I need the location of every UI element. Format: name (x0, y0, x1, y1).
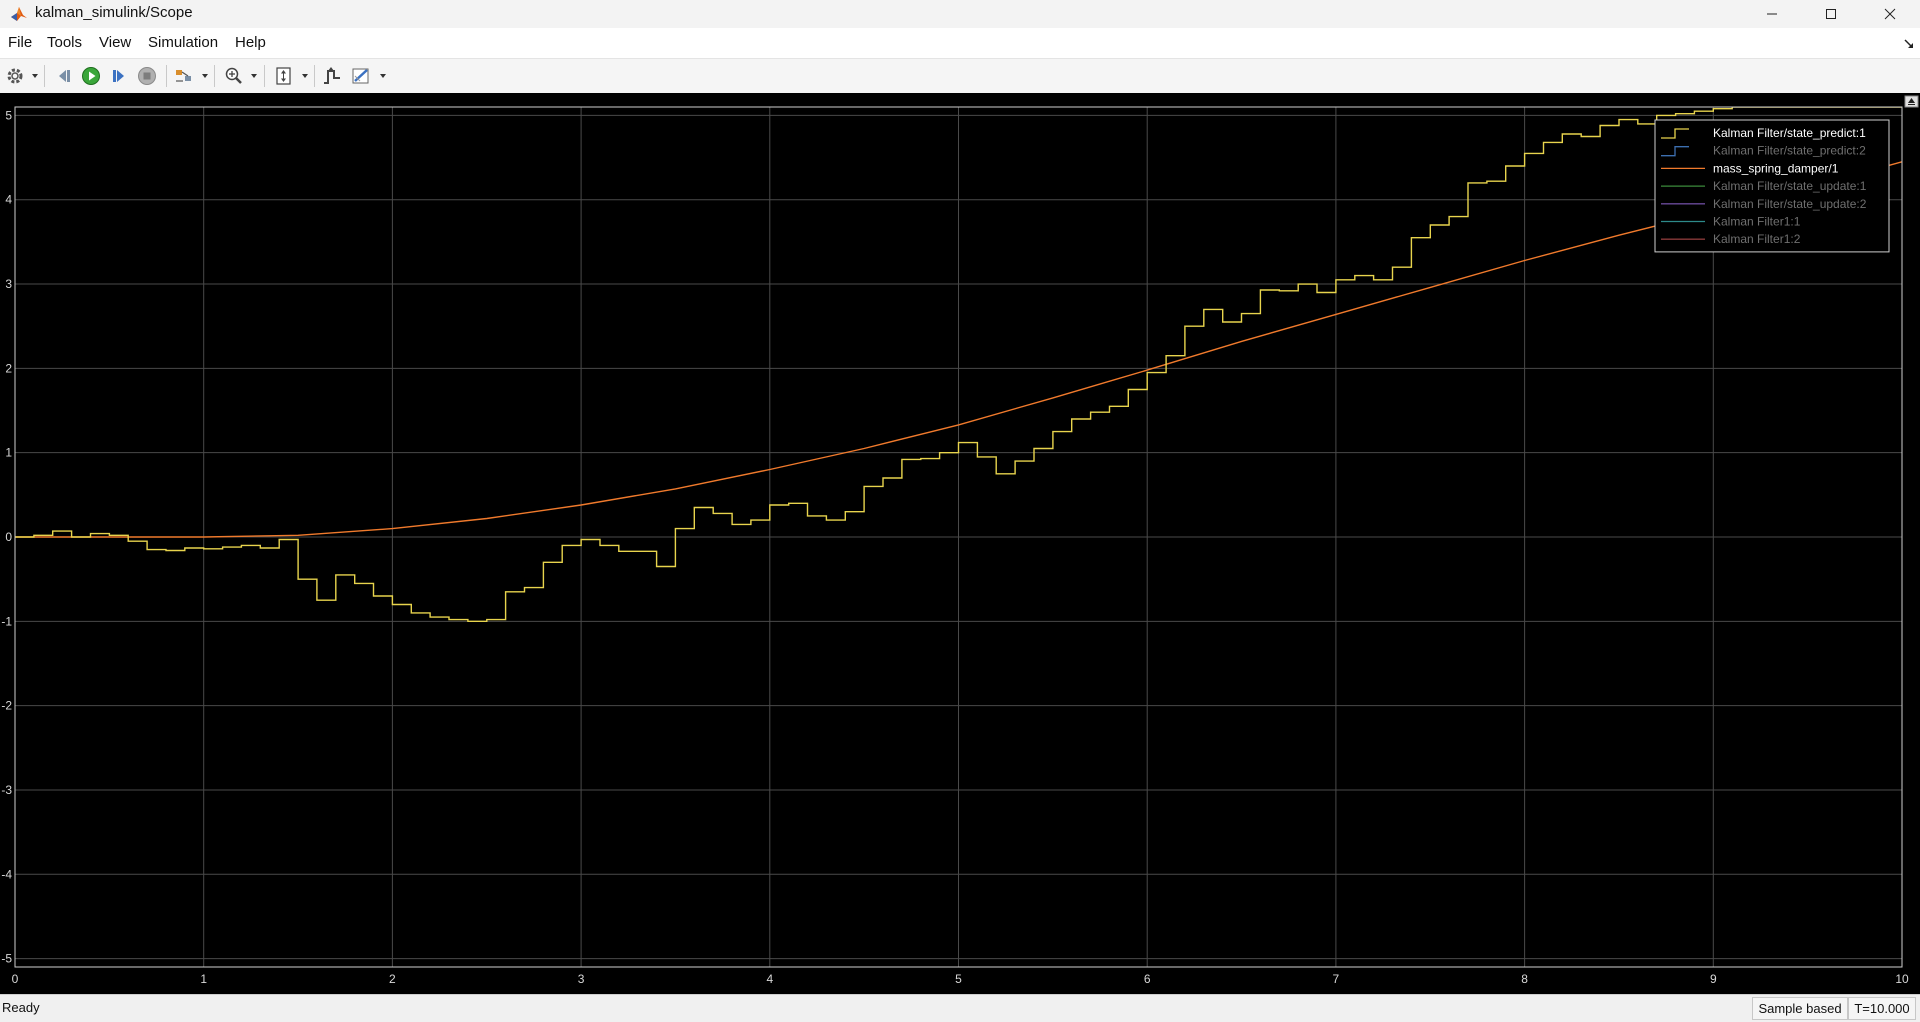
series-line-kalman-filter-state-predict-1 (15, 107, 1902, 622)
x-tick-label: 9 (1710, 972, 1717, 986)
grid (15, 107, 1902, 967)
x-tick-label: 1 (200, 972, 207, 986)
window-title: kalman_simulink/Scope (35, 4, 193, 21)
x-tick-label: 4 (766, 972, 773, 986)
plot-axes-frame (14, 106, 1903, 968)
x-tick-label: 7 (1333, 972, 1340, 986)
menu-tools[interactable]: Tools (47, 34, 83, 51)
y-tick-label: -5 (1, 952, 12, 966)
plot-background (0, 93, 1920, 994)
legend-entry[interactable]: Kalman Filter/state_predict:1 (1713, 126, 1866, 140)
legend-entry[interactable]: Kalman Filter1:1 (1713, 215, 1801, 229)
step-back-icon[interactable] (54, 66, 74, 86)
status-ready-text: Ready (2, 1000, 40, 1015)
series-line-mass-spring-damper-1 (15, 161, 1902, 538)
x-tick-label: 5 (955, 972, 962, 986)
legend-entry[interactable]: Kalman Filter/state_predict:2 (1713, 144, 1866, 158)
close-icon (1884, 8, 1896, 20)
y-tick-label: 3 (5, 277, 12, 291)
menu-bar: File Tools View Simulation Help (0, 28, 1920, 58)
legend-entry[interactable]: Kalman Filter/state_update:1 (1713, 179, 1867, 193)
menu-view[interactable]: View (99, 34, 132, 51)
y-tick-label: 5 (5, 108, 12, 122)
y-tick-label: 2 (5, 361, 12, 375)
legend-entry[interactable]: Kalman Filter/state_update:2 (1713, 197, 1867, 211)
minimize-button[interactable] (1743, 0, 1801, 28)
legend-swatch (1661, 146, 1689, 157)
status-time-box: T=10.000 (1848, 997, 1916, 1020)
toolbar-separator (264, 65, 265, 87)
x-tick-label: 10 (1895, 972, 1909, 986)
highlight-simulink-block-icon[interactable] (174, 66, 194, 86)
expand-axes-button[interactable] (1904, 95, 1919, 108)
zoom-in-icon[interactable] (224, 66, 244, 86)
triggers-icon[interactable] (322, 66, 342, 86)
expand-icon (1908, 98, 1915, 103)
x-tick-label: 3 (578, 972, 585, 986)
toolbar-separator (214, 65, 215, 87)
run-icon[interactable] (81, 66, 101, 86)
x-tick-label: 0 (12, 972, 19, 986)
legend-entry[interactable]: mass_spring_damper/1 (1713, 161, 1839, 175)
y-tick-label: -2 (1, 699, 12, 713)
scale-axes-icon[interactable] (274, 66, 294, 86)
toolbar-separator (44, 65, 45, 87)
menu-file[interactable]: File (8, 34, 33, 51)
step-forward-icon[interactable] (109, 66, 129, 86)
y-tick-label: -3 (1, 783, 12, 797)
settings-icon[interactable] (5, 66, 25, 86)
x-tick-label: 6 (1144, 972, 1151, 986)
y-tick-label: 4 (5, 193, 12, 207)
settings-dropdown-icon[interactable] (32, 74, 38, 78)
close-button[interactable] (1861, 0, 1919, 28)
toolbar (0, 58, 1920, 94)
legend[interactable]: Kalman Filter/state_predict:1 Kalman Filt… (1654, 119, 1890, 253)
legend-swatch (1661, 128, 1689, 139)
status-mode-box: Sample based (1752, 997, 1848, 1020)
style-icon[interactable] (351, 66, 371, 86)
x-tick-label: 2 (389, 972, 396, 986)
status-bar: Ready Sample based T=10.000 (0, 994, 1920, 1022)
undock-arrow-icon[interactable] (1902, 37, 1916, 51)
maximize-button[interactable] (1802, 0, 1860, 28)
scale-dropdown-icon[interactable] (302, 74, 308, 78)
y-tick-label: -4 (1, 867, 12, 881)
matlab-logo-icon (11, 7, 27, 21)
menu-help[interactable]: Help (235, 34, 266, 51)
toolbar-separator (314, 65, 315, 87)
y-tick-label: 1 (5, 446, 12, 460)
x-tick-label: 8 (1521, 972, 1528, 986)
y-tick-label: -1 (1, 614, 12, 628)
maximize-icon (1826, 9, 1836, 19)
menu-simulation[interactable]: Simulation (148, 34, 219, 51)
y-tick-label: 0 (5, 530, 12, 544)
series-layer (15, 107, 1902, 622)
stop-icon[interactable] (137, 66, 157, 86)
window-titlebar: kalman_simulink/Scope (0, 0, 1920, 28)
style-dropdown-icon[interactable] (380, 74, 386, 78)
highlight-dropdown-icon[interactable] (202, 74, 208, 78)
toolbar-separator (166, 65, 167, 87)
minimize-icon (1767, 13, 1777, 15)
zoom-dropdown-icon[interactable] (251, 74, 257, 78)
legend-entry[interactable]: Kalman Filter1:2 (1713, 232, 1801, 246)
